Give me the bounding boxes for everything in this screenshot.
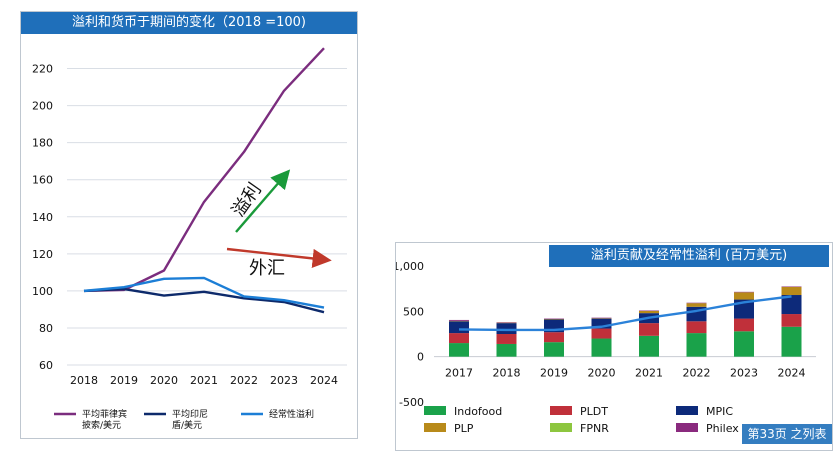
bar-segment-indofood <box>496 343 517 357</box>
chart-panel-currency: 溢利和货币于期间的变化（2018 =100) 60 80 100 120 140 160 1… <box>20 11 358 439</box>
legend-label: PLDT <box>580 405 608 418</box>
bar-segment-pldt <box>734 318 754 332</box>
x-tick-label: 2018 <box>70 374 98 387</box>
bar-segment-pldt <box>639 323 659 336</box>
y-tick-label: 200 <box>32 100 53 113</box>
legend-label: Indofood <box>454 405 502 418</box>
page-reference-badge: 第33页 之列表 <box>742 424 832 444</box>
y-tick-label: 1,000 <box>396 260 424 273</box>
bar-segment-indofood <box>449 343 469 357</box>
fx-annotation: 外汇 <box>249 258 285 279</box>
legend-swatch <box>550 423 572 432</box>
y-tick-label: 500 <box>403 305 424 318</box>
profit-annotation: 溢利 <box>228 179 266 221</box>
legend-label: 披索/美元 <box>82 419 121 431</box>
series-line-1 <box>83 287 325 314</box>
y-tick-label: 60 <box>39 359 53 372</box>
line-chart-svg: 60 80 100 120 140 160 180 200 220 2018 2019 2020 202… <box>32 47 347 431</box>
y-tick-label: 140 <box>32 211 53 224</box>
chart2-title: 溢利贡献及经常性溢利 (百万美元) <box>549 245 829 267</box>
legend-label: FPNR <box>580 422 609 435</box>
bar-segment-pldt <box>591 328 612 339</box>
series-line-0 <box>83 47 325 293</box>
bar-segment-indofood <box>591 338 612 357</box>
x-tick-label: 2022 <box>230 374 258 387</box>
chart1-title: 溢利和货币于期间的变化（2018 =100) <box>21 12 357 34</box>
chart-panel-profit-contribution: 溢利贡献及经常性溢利 (百万美元) -500 0 500 1,000 2017 2018 2… <box>395 242 833 451</box>
legend-label: 平均菲律宾 <box>82 408 127 420</box>
stacked-bar-chart-svg: -500 0 500 1,000 2017 2018 2019 2020 2021 2022 202… <box>396 260 816 435</box>
x-tick-label: 2020 <box>150 374 178 387</box>
legend-label: MPIC <box>706 405 733 418</box>
legend-label: Philex <box>706 422 739 435</box>
legend-swatch <box>424 423 446 432</box>
growth-arrow <box>235 169 291 233</box>
y-tick-label: 180 <box>32 137 53 150</box>
bar-segment-pldt <box>781 314 802 327</box>
x-tick-label: 2024 <box>310 374 338 387</box>
y-tick-label: 120 <box>32 248 53 261</box>
bar-segment-plp <box>781 286 802 296</box>
legend-swatch <box>550 406 572 415</box>
x-tick-label: 2019 <box>110 374 138 387</box>
bar-segment-indofood <box>734 331 754 357</box>
legend-swatch <box>424 406 446 415</box>
bar-segment-pldt <box>544 332 564 343</box>
bar-segment-pldt <box>496 334 517 344</box>
y-tick-label: 220 <box>32 63 53 76</box>
x-tick-label: 2022 <box>683 367 711 380</box>
y-tick-label: 100 <box>32 285 53 298</box>
legend-label: PLP <box>454 422 474 435</box>
bar-segment-mpic <box>496 323 517 334</box>
x-tick-label: 2021 <box>190 374 218 387</box>
bar-segment-pldt <box>686 321 707 334</box>
legend-swatch <box>676 423 698 432</box>
legend-label: 经常性溢利 <box>269 408 314 420</box>
bar-segment-indofood <box>639 335 659 357</box>
legend-label: 平均印尼 <box>172 408 208 420</box>
x-tick-label: 2024 <box>778 367 806 380</box>
bar-segment-mpic <box>591 318 612 329</box>
bar-segment-plp <box>686 303 707 307</box>
bar-segment-indofood <box>544 342 564 357</box>
recurring-profit-line <box>458 295 792 332</box>
x-tick-label: 2021 <box>635 367 663 380</box>
legend-swatch <box>676 406 698 415</box>
legend-label: 盾/美元 <box>172 419 202 431</box>
bar-segment-indofood <box>686 333 707 357</box>
x-tick-label: 2019 <box>540 367 568 380</box>
bar-segment-indofood <box>781 326 802 357</box>
bar-segment-pldt <box>449 333 469 344</box>
x-tick-label: 2023 <box>270 374 298 387</box>
y-tick-label: 160 <box>32 174 53 187</box>
bar-segment-mpic <box>449 321 469 334</box>
x-tick-label: 2023 <box>730 367 758 380</box>
x-tick-label: 2017 <box>445 367 473 380</box>
y-tick-label: -500 <box>399 396 424 409</box>
bar-segment-philex <box>449 319 469 321</box>
fx-arrow <box>226 247 332 268</box>
y-tick-label: 80 <box>39 322 53 335</box>
x-tick-label: 2020 <box>588 367 616 380</box>
bar-segment-plp <box>734 292 754 300</box>
y-tick-label: 0 <box>417 351 424 364</box>
series-line-2 <box>83 276 325 309</box>
bar-segment-plp <box>639 310 659 314</box>
x-tick-label: 2018 <box>493 367 521 380</box>
bar-segment-mpic <box>781 295 802 315</box>
